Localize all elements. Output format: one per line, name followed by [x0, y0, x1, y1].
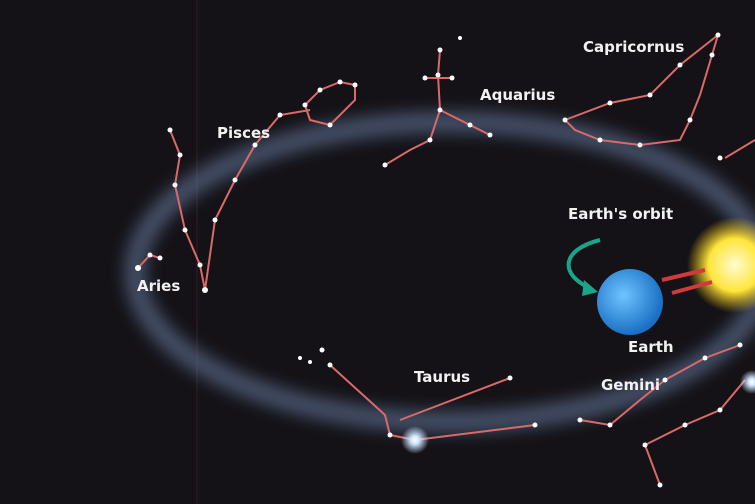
gemini	[579, 344, 746, 486]
label-aquarius: Aquarius	[480, 86, 555, 104]
label-pisces: Pisces	[217, 124, 270, 142]
orbit-arrowhead	[582, 280, 598, 296]
label-orbit: Earth's orbit	[568, 205, 673, 223]
stars	[135, 32, 755, 488]
label-earth: Earth	[628, 338, 674, 356]
orbit-band	[133, 120, 755, 424]
pisces	[169, 80, 356, 291]
label-gemini: Gemini	[601, 376, 660, 394]
earth	[597, 269, 663, 335]
sun-rays	[661, 268, 713, 295]
label-capricornus: Capricornus	[583, 38, 684, 56]
orbit-arrow	[566, 238, 601, 290]
label-taurus: Taurus	[414, 368, 470, 386]
label-aries: Aries	[137, 277, 180, 295]
sun	[687, 217, 755, 313]
